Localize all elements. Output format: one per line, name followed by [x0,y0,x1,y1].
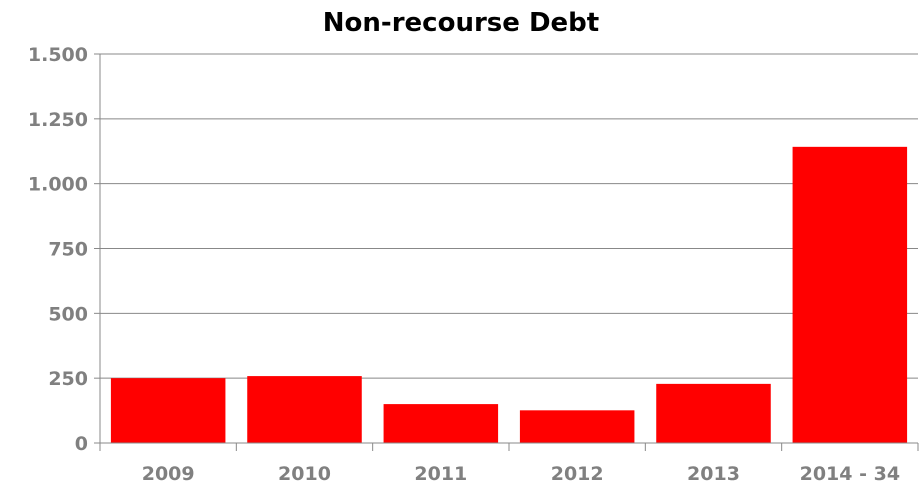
x-tick-label: 2014 - 34 [800,463,900,485]
y-tick-label: 1.500 [28,44,88,66]
bar-2012 [519,410,635,443]
bar-2013 [656,383,771,443]
x-tick-labels: 2009 2010 2011 2012 2013 2014 - 34 [142,463,900,485]
y-tick-label: 750 [48,239,88,261]
x-tick-label: 2010 [278,463,331,485]
y-tick-label: 1.000 [28,174,88,196]
x-tick-label: 2011 [414,463,467,485]
bar-2011 [383,404,499,443]
y-tick-labels: 0 250 500 750 1.000 1.250 1.500 [28,44,88,455]
y-tick-label: 0 [75,433,88,455]
x-tick-label: 2013 [687,463,740,485]
y-tick-label: 250 [48,368,88,390]
x-tick-label: 2012 [551,463,604,485]
gridlines [100,53,918,379]
y-tick-label: 500 [48,303,88,325]
x-tick-label: 2009 [142,463,195,485]
axes [94,53,919,451]
bar-2009 [110,378,226,443]
bars [110,146,908,443]
y-tick-label: 1.250 [28,109,88,131]
bar-2010 [247,376,362,443]
chart-title: Non-recourse Debt [322,8,600,38]
bar-2014-34 [792,146,908,443]
